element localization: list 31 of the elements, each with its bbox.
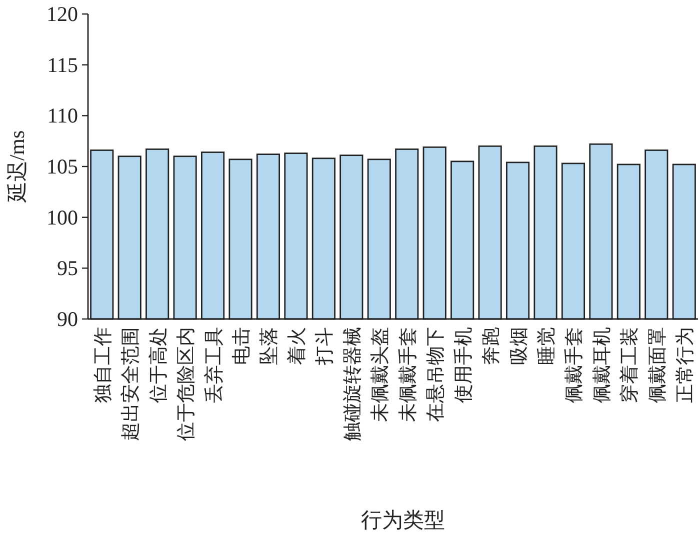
y-tick-label: 95 (57, 256, 78, 280)
x-axis-title: 行为类型 (361, 508, 445, 532)
x-tick-label: 丢弃工具 (202, 327, 225, 403)
x-tick-label: 佩戴耳机 (592, 327, 613, 403)
x-tick-label: 位于高处 (147, 327, 170, 403)
x-tick-label: 触碰旋转器械 (342, 327, 364, 441)
y-tick-label: 115 (47, 52, 78, 77)
y-tick-label: 100 (46, 205, 78, 230)
x-tick-label: 正常行为 (675, 327, 696, 403)
x-tick-label: 穿着工装 (618, 327, 641, 403)
x-tick-label: 佩戴面罩 (647, 327, 668, 403)
x-tick-label: 位于危险区内 (176, 327, 198, 441)
x-tick-label: 超出安全范围 (120, 327, 142, 441)
x-tick-label: 坠落 (259, 327, 280, 365)
x-tick-label: 奔跑 (481, 327, 502, 365)
x-tick-label: 着火 (286, 327, 308, 365)
y-axis-title: 延迟/ms (5, 130, 29, 204)
y-tick-label: 110 (47, 104, 78, 128)
x-tick-label: 在悬吊物下 (426, 327, 447, 422)
x-tick-label: 独自工作 (92, 327, 114, 403)
x-tick-label: 吸烟 (508, 327, 530, 365)
x-tick-label: 电击 (232, 327, 252, 365)
y-tick-label: 105 (46, 154, 78, 178)
y-tick-label: 90 (57, 307, 78, 331)
x-tick-label: 佩戴手套 (564, 327, 586, 403)
x-tick-label: 使用手机 (453, 327, 474, 403)
x-tick-label: 打斗 (314, 327, 336, 366)
y-tick-label: 120 (46, 2, 78, 26)
x-tick-label: 未佩戴头盔 (370, 327, 392, 422)
x-tick-label: 睡觉 (536, 327, 558, 365)
x-tick-label: 未佩戴手套 (398, 327, 419, 422)
